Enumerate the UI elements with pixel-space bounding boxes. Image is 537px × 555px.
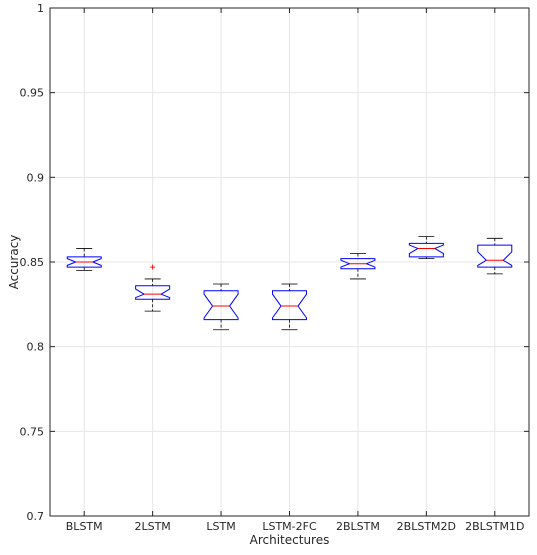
x-tick-label: 2BLSTM1D [465,520,524,533]
y-axis-label: Accuracy [7,235,21,290]
x-tick-label: 2BLSTM2D [397,520,456,533]
x-tick-label: 2BLSTM [336,520,380,533]
y-tick-label: 0.7 [27,510,45,523]
y-tick-label: 0.85 [20,256,45,269]
outlier-marker [150,264,156,270]
y-tick-label: 0.8 [27,341,45,354]
notched-box [477,244,513,268]
y-tick-label: 0.95 [20,87,45,100]
x-tick-label: BLSTM [66,520,103,533]
y-tick-label: 0.75 [20,425,45,438]
box-LSTM-2FC [272,283,307,331]
notched-box [340,258,376,270]
notched-box [272,290,307,321]
boxes [66,236,513,331]
box-2LSTM [135,264,171,312]
x-tick-label: LSTM-2FC [262,520,317,533]
y-axis-ticks: 0.7 0.75 0.8 0.85 0.9 0.95 1 [20,2,529,523]
y-tick-label: 1 [37,2,44,15]
notched-box [203,290,239,321]
x-axis-ticks: BLSTM 2LSTM LSTM LSTM-2FC 2BLSTM 2BLSTM2D 2BLS… [66,8,524,533]
box-LSTM [203,283,239,331]
notched-box [408,242,444,258]
notched-box [135,285,171,300]
grid [50,7,529,517]
y-tick-label: 0.9 [27,171,45,184]
notched-box [66,256,102,268]
x-axis-label: Architectures [250,533,330,547]
x-tick-label: 2LSTM [134,520,170,533]
x-tick-label: LSTM [206,520,235,533]
box-2BLSTM [340,253,376,280]
box-BLSTM [66,248,102,271]
box-2BLSTM2D [408,236,444,260]
box-2BLSTM1D [477,237,513,275]
